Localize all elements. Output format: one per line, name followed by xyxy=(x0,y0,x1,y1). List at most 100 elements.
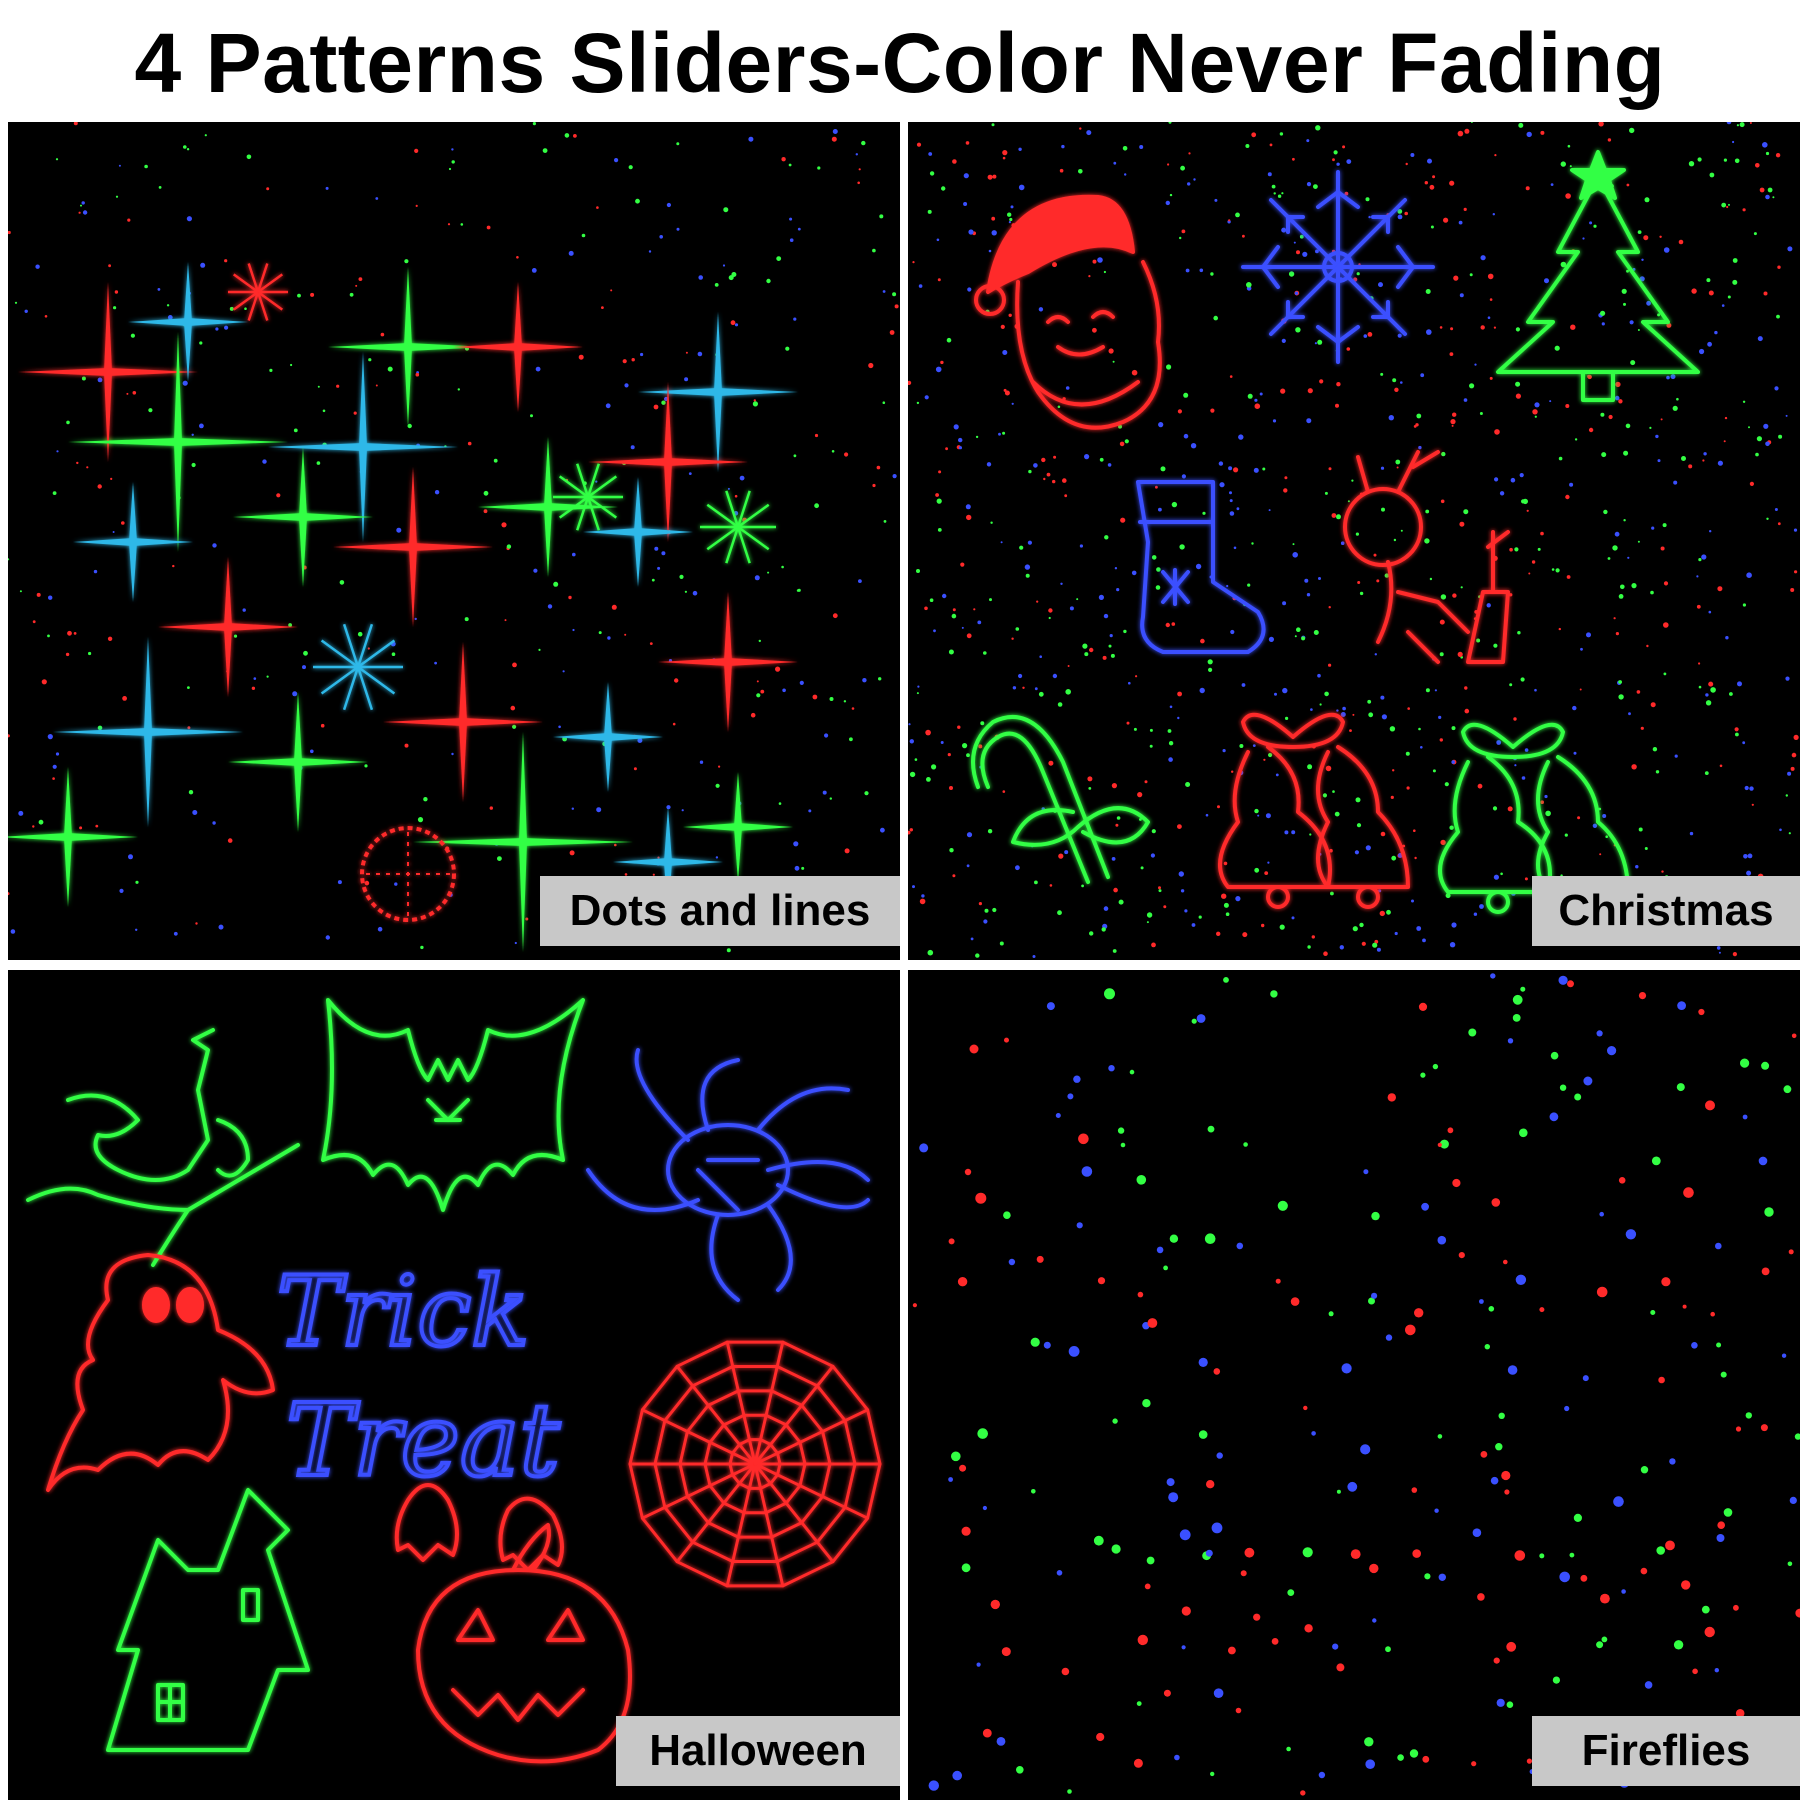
speckle-dot xyxy=(1715,1242,1722,1250)
speckle-dot xyxy=(1011,637,1014,640)
speckle-dot xyxy=(1082,643,1088,649)
speckle-dot xyxy=(936,498,942,504)
speckle-dot xyxy=(868,362,874,369)
speckle-dot xyxy=(1614,531,1620,537)
speckle-dot xyxy=(19,590,22,593)
speckle-dot xyxy=(1766,517,1769,520)
speckle-dot xyxy=(1644,197,1650,203)
speckle-dot xyxy=(659,235,663,239)
speckle-dot xyxy=(1564,833,1568,837)
speckle-dot xyxy=(1601,1636,1608,1643)
speckle-dot xyxy=(1216,931,1221,936)
speckle-dot xyxy=(1464,686,1468,690)
speckle-dot xyxy=(977,1428,988,1439)
speckle-dot xyxy=(1476,638,1481,643)
speckle-dot xyxy=(748,136,754,142)
speckle-dot xyxy=(1751,803,1754,806)
speckle-dot xyxy=(1210,272,1214,276)
speckle-dot xyxy=(1342,145,1346,149)
speckle-dot xyxy=(1146,921,1149,924)
speckle-dot xyxy=(1539,1307,1545,1313)
speckle-dot xyxy=(79,826,83,830)
speckle-dot xyxy=(212,821,216,825)
speckle-dot xyxy=(41,679,47,685)
speckle-dot xyxy=(38,819,44,825)
speckle-dot xyxy=(483,509,488,514)
speckle-dot xyxy=(1357,581,1361,584)
speckle-dots xyxy=(908,122,1799,958)
speckle-dot xyxy=(1084,454,1090,460)
speckle-dot xyxy=(1515,393,1521,399)
speckle-dot xyxy=(1526,131,1532,138)
sparkle-star xyxy=(583,477,693,587)
speckle-dot xyxy=(949,786,953,790)
speckle-dot xyxy=(1469,383,1475,389)
speckle-dot xyxy=(1341,1363,1352,1374)
speckle-dot xyxy=(1558,627,1561,631)
speckle-dot xyxy=(1065,689,1071,695)
speckle-dot xyxy=(990,1599,1000,1610)
speckle-dot xyxy=(843,700,847,703)
speckle-dot xyxy=(1177,824,1182,829)
speckle-dot xyxy=(1318,1771,1326,1779)
speckle-dot xyxy=(1223,977,1229,983)
speckle-dot xyxy=(1663,247,1670,253)
speckle-dot xyxy=(1397,1754,1404,1761)
speckle-dot xyxy=(1328,606,1331,609)
speckle-dot xyxy=(1346,347,1351,351)
speckle-dot xyxy=(849,737,853,742)
speckle-dot xyxy=(325,935,330,940)
speckle-dot xyxy=(1425,688,1430,693)
speckle-dot xyxy=(581,233,586,238)
speckle-dot xyxy=(1612,545,1618,551)
speckle-dot xyxy=(199,341,203,345)
speckle-dot xyxy=(1789,1496,1797,1504)
speckle-dot xyxy=(1572,705,1577,711)
speckle-dot xyxy=(1418,445,1422,450)
speckle-dot xyxy=(1627,556,1630,559)
speckle-dot xyxy=(1268,752,1273,758)
speckle-dot xyxy=(1307,945,1311,949)
speckle-dot xyxy=(1757,336,1763,342)
speckle-dot xyxy=(1053,455,1057,459)
speckle-dot xyxy=(1279,132,1284,136)
speckle-dot xyxy=(776,256,782,261)
speckle-dot xyxy=(1453,275,1459,281)
sparkle-star xyxy=(228,692,368,832)
speckle-dot xyxy=(793,454,797,458)
speckle-dot xyxy=(504,619,507,622)
speckle-dot xyxy=(938,470,942,474)
speckle-dot xyxy=(980,721,985,726)
speckle-dot xyxy=(858,168,861,171)
speckle-dot xyxy=(1313,630,1319,635)
speckle-dot xyxy=(1214,198,1218,202)
speckle-dot xyxy=(572,628,575,632)
speckle-dot xyxy=(1501,1470,1511,1481)
speckle-dot xyxy=(1113,887,1118,893)
ghost-icon xyxy=(46,1253,275,1492)
speckle-dot xyxy=(1473,912,1478,916)
speckle-dot xyxy=(991,123,995,127)
speckle-dot xyxy=(1059,168,1064,173)
speckle-dot xyxy=(1607,1046,1617,1056)
speckle-dot xyxy=(1692,1668,1698,1675)
speckle-dot xyxy=(531,268,537,273)
speckle-dot xyxy=(1735,732,1739,737)
speckle-dot xyxy=(1628,712,1631,716)
speckle-dot xyxy=(739,475,745,481)
speckle-dot xyxy=(1041,457,1046,463)
speckle-dot xyxy=(1007,212,1012,217)
speckle-dot xyxy=(1286,1746,1291,1752)
sparkle-star xyxy=(158,557,298,697)
speckle-dot xyxy=(1139,818,1142,821)
speckle-dot xyxy=(1113,161,1117,165)
speckle-dot xyxy=(661,551,666,556)
speckle-dot xyxy=(1057,910,1062,916)
speckle-dot xyxy=(325,186,329,190)
speckle-dot xyxy=(1650,1310,1656,1315)
speckle-dot xyxy=(1709,530,1712,533)
speckle-dot xyxy=(1251,132,1257,138)
speckle-dot xyxy=(1513,717,1517,721)
speckle-dot xyxy=(1128,681,1131,685)
speckle-dot xyxy=(1218,461,1224,466)
